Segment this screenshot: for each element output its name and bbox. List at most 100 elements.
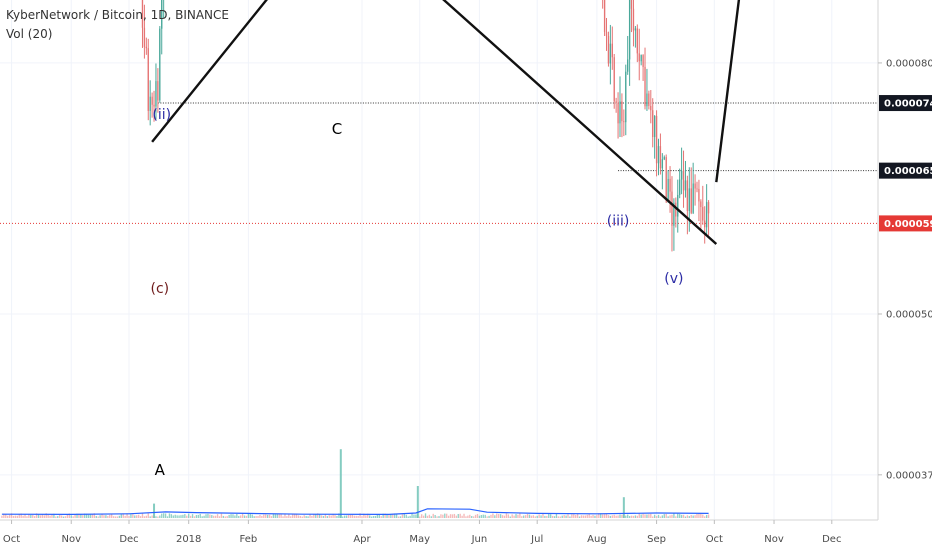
candle-body [603,0,606,32]
volume-bar [255,516,257,518]
volume-bar [205,514,207,518]
volume-bar [347,514,350,518]
volume-bar [26,516,28,518]
candles-layer [141,0,710,252]
candle-body [657,146,660,164]
volume-bar [594,515,596,518]
volume-bar [611,515,613,518]
volume-bar [467,515,469,518]
volume-bar [519,513,521,518]
volume-bar [644,514,646,518]
candle-body [661,159,664,169]
volume-bar [33,516,36,518]
volume-spike [153,503,156,518]
volume-bar [419,516,421,518]
time-axis[interactable]: Oct Nov Dec 2018 Feb Apr May Jun Jul Aug Sep Oct Nov… [3,520,842,545]
candle-body [667,178,669,202]
volume-bar [665,513,667,518]
volume-bar [586,514,588,518]
volume-bar [679,514,681,518]
volume-bar [116,516,119,518]
candle-body [684,180,687,191]
price-axis[interactable]: 0.00008000 0.00005000 0.00003700 [878,58,932,481]
volume-bar [680,514,683,518]
volume-bar [459,513,461,518]
candle-body [669,178,671,192]
volume-bar [216,514,219,518]
volume-bar [232,514,234,518]
volume-bar [164,513,167,518]
volume-bar [197,514,199,518]
volume-bar [542,513,544,518]
volume-bar [130,514,132,518]
time-tick-label: May [409,534,430,545]
volume-bar [436,516,438,518]
volume-bar [276,514,278,518]
volume-bar [530,515,533,518]
volume-bar [700,513,702,518]
volume-bar [499,514,502,518]
time-tick-label: Dec [822,534,841,545]
volume-bar [282,516,284,518]
candle-body [607,36,610,64]
candle-body [659,146,662,169]
indicator-label: Vol (20) [6,27,52,41]
volume-bar [659,516,662,518]
volume-bar [440,514,442,518]
trendlines-layer [151,0,741,245]
volume-bar [59,514,61,518]
grid-layer [0,0,878,520]
candle-body [680,170,683,180]
volume-bar [627,514,629,518]
volume-bar [70,515,72,518]
candle-body [653,115,656,138]
volume-bar [99,515,101,518]
volume-bar [309,514,311,518]
volume-bar [496,513,498,518]
volume-bar [301,516,303,518]
candle-body [636,28,638,54]
volume-bar [509,516,511,518]
volume-bar [241,513,244,518]
volume-bar [382,513,384,518]
volume-bar [128,516,130,518]
volume-bar [415,514,417,518]
time-axis-background [0,520,932,550]
volume-bar [270,516,273,518]
price-axis-background [878,0,932,520]
volume-bar [548,513,550,518]
volume-bar [380,516,382,518]
candle-body [679,179,681,195]
volume-bar [355,515,357,518]
volume-bar [403,513,406,518]
volume-bar [238,515,240,518]
volume-bar [361,516,363,518]
volume-bar [469,514,471,518]
volume-bar [49,515,51,518]
volume-bar [478,515,481,518]
volume-bar [432,513,434,518]
volume-bar [280,514,282,518]
volume-bar [145,515,148,518]
volume-bar [515,514,517,518]
price-badge [879,215,932,232]
candle-body [153,104,155,107]
volume-bar [176,515,178,518]
volume-bar [609,515,612,518]
volume-bar [395,513,398,518]
volume-bar [251,514,253,518]
volume-bar [555,513,558,518]
volume-bar [690,515,692,518]
volume-spike [622,497,625,518]
volume-bar [451,514,454,518]
volume-bar [299,515,302,518]
volume-bar [613,514,615,518]
volume-bar [598,513,600,518]
volume-bar [343,515,346,518]
volume-bar [640,514,642,518]
volume-bar [120,514,122,518]
volume-bar [444,513,446,518]
volume-bar [386,513,388,518]
